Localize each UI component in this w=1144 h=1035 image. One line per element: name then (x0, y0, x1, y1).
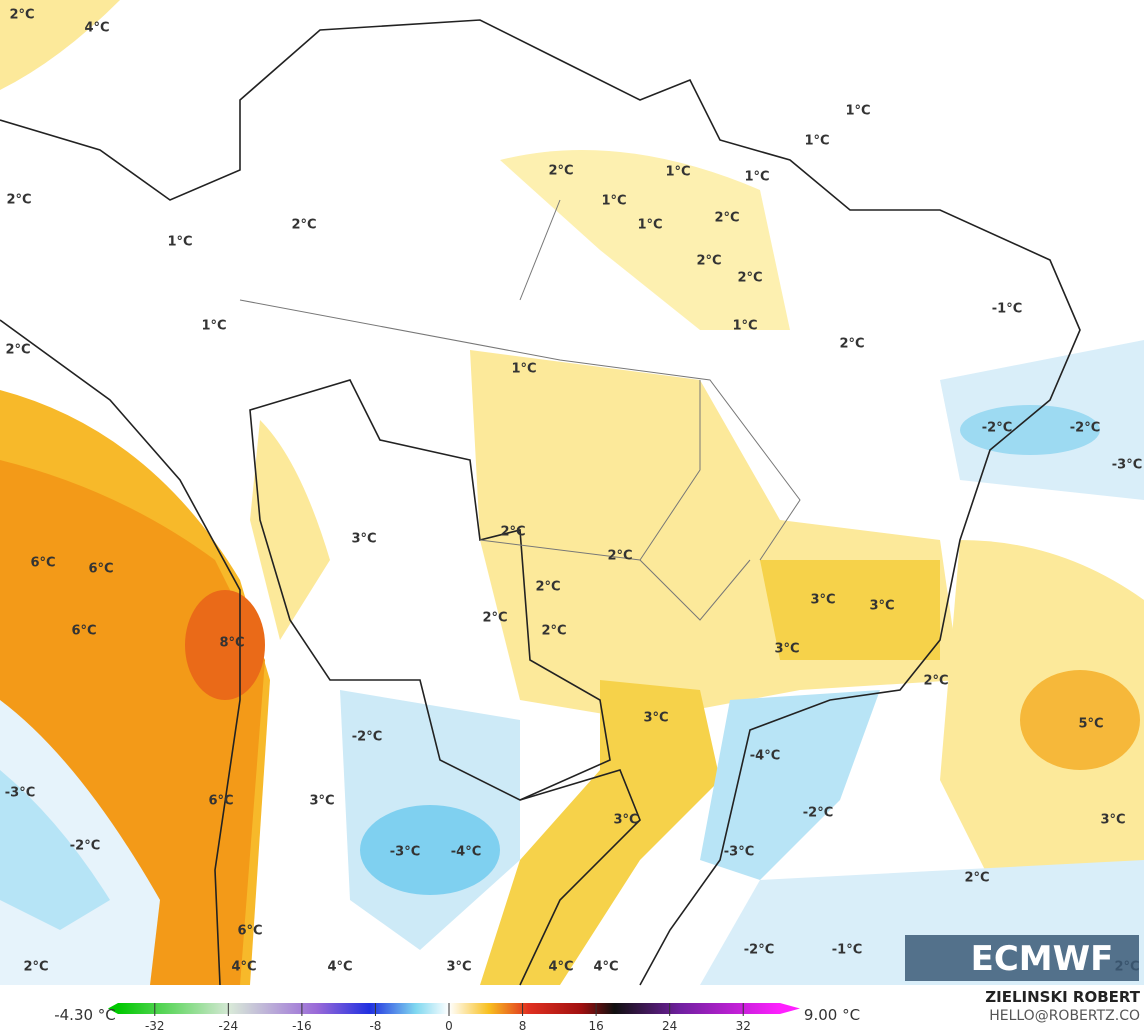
temp-label: -2°C (982, 421, 1012, 436)
map-field (0, 0, 1144, 985)
temp-label: 2°C (541, 624, 566, 639)
temp-label: 3°C (774, 642, 799, 657)
temp-label: 3°C (613, 813, 638, 828)
temp-label: 2°C (500, 525, 525, 540)
temp-label: 6°C (30, 556, 55, 571)
temp-label: 3°C (869, 599, 894, 614)
temp-label: 1°C (511, 362, 536, 377)
temp-label: 2°C (9, 8, 34, 23)
temp-label: 2°C (23, 960, 48, 975)
temp-label: 1°C (167, 235, 192, 250)
temp-label: 4°C (548, 960, 573, 975)
temp-label: 2°C (548, 164, 573, 179)
temp-label: 6°C (71, 624, 96, 639)
author: ZIELINSKI ROBERT (985, 988, 1140, 1006)
temp-label: 2°C (714, 211, 739, 226)
temp-label: 5°C (1078, 717, 1103, 732)
temp-label: 2°C (291, 218, 316, 233)
colorbar-tick-label: -16 (292, 1019, 312, 1033)
temp-label: -2°C (803, 806, 833, 821)
colorbar-tick-label: 32 (736, 1019, 751, 1033)
temp-label: 1°C (601, 194, 626, 209)
temp-label: 3°C (446, 960, 471, 975)
colorbar-tick-label: 8 (519, 1019, 527, 1033)
temp-label: -1°C (992, 302, 1022, 317)
temp-label: 1°C (845, 104, 870, 119)
colorbar-tick-label: 16 (588, 1019, 603, 1033)
temperature-labels: 2°C 4°C 2°C 1°C 2°C 1°C 2°C 2°C 1°C 1°C 1°C 1°C 2°C 2… (5, 8, 1142, 975)
temp-label: -3°C (1112, 458, 1142, 473)
temp-label: 4°C (593, 960, 618, 975)
temp-label: 6°C (88, 562, 113, 577)
temp-label: 4°C (327, 960, 352, 975)
temp-label: 8°C (219, 636, 244, 651)
temp-label: 6°C (237, 924, 262, 939)
temp-label: 2°C (964, 871, 989, 886)
temp-label: 3°C (810, 593, 835, 608)
temp-label: -2°C (1070, 421, 1100, 436)
logo: ECMWF (971, 939, 1114, 979)
temp-label: 2°C (5, 343, 30, 358)
colorbar-tick-label: -8 (369, 1019, 381, 1033)
temp-label: -1°C (832, 943, 862, 958)
temp-label: 2°C (696, 254, 721, 269)
temp-label: 2°C (839, 337, 864, 352)
temp-label: 1°C (201, 319, 226, 334)
state-lines (239, 199, 801, 621)
borders (0, 19, 1081, 986)
temp-label: 2°C (607, 549, 632, 564)
logo-box: ECMWF (905, 935, 1139, 981)
temp-label: 2°C (6, 193, 31, 208)
temp-label: 3°C (309, 794, 334, 809)
temp-label: -3°C (5, 786, 35, 801)
colorbar-tick-label: -32 (145, 1019, 165, 1033)
temp-label: 3°C (643, 711, 668, 726)
temp-label: 1°C (732, 319, 757, 334)
temp-label: -4°C (750, 749, 780, 764)
temp-label: -3°C (390, 845, 420, 860)
temp-label: -4°C (451, 845, 481, 860)
temp-label: -2°C (70, 839, 100, 854)
temp-label: -3°C (724, 845, 754, 860)
temp-label: 3°C (351, 532, 376, 547)
temp-label: 6°C (208, 794, 233, 809)
temp-label: 2°C (923, 674, 948, 689)
colorbar-tick-label: 0 (445, 1019, 453, 1033)
colorbar-max: 9.00 °C (804, 1006, 860, 1024)
temp-label: 4°C (231, 960, 256, 975)
temp-label: 2°C (535, 580, 560, 595)
temp-label: 1°C (804, 134, 829, 149)
colorbar-min: -4.30 °C (54, 1006, 116, 1024)
temp-label: 2°C (482, 611, 507, 626)
temp-label: 3°C (1100, 813, 1125, 828)
colorbar-tick-label: 24 (662, 1019, 677, 1033)
temp-label: 1°C (744, 170, 769, 185)
email: HELLO@ROBERTZ.CO (989, 1008, 1140, 1024)
temp-label: -2°C (744, 943, 774, 958)
temp-label: 2°C (737, 271, 762, 286)
temp-label: 4°C (84, 21, 109, 36)
temp-label: 1°C (665, 165, 690, 180)
temp-label: -2°C (352, 730, 382, 745)
colorbar-tick-label: -24 (219, 1019, 239, 1033)
temp-label: 1°C (637, 218, 662, 233)
